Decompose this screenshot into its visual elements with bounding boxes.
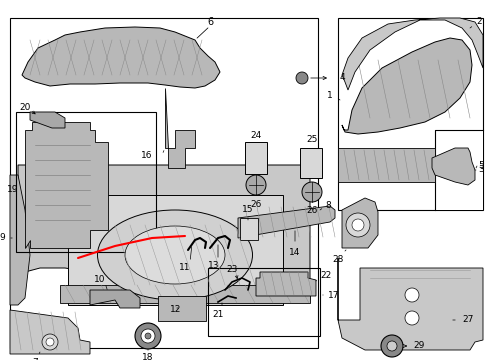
Text: 16: 16 <box>140 150 152 159</box>
Text: 17: 17 <box>327 291 339 300</box>
Text: 22: 22 <box>319 271 330 280</box>
Text: 20: 20 <box>19 104 31 112</box>
Text: 2: 2 <box>475 18 481 27</box>
Circle shape <box>295 72 307 84</box>
Text: 14: 14 <box>289 248 300 257</box>
Bar <box>244 142 266 174</box>
Text: 26: 26 <box>250 200 261 209</box>
Text: 28: 28 <box>332 255 343 264</box>
Text: 15: 15 <box>242 205 253 214</box>
Circle shape <box>141 329 155 343</box>
Bar <box>240 218 258 240</box>
Polygon shape <box>10 175 30 305</box>
Text: 26: 26 <box>305 206 317 215</box>
Circle shape <box>386 341 396 351</box>
Text: 12: 12 <box>170 306 181 315</box>
Circle shape <box>302 182 321 202</box>
Text: 24: 24 <box>250 131 261 140</box>
Text: 5: 5 <box>477 161 483 170</box>
Polygon shape <box>238 206 334 238</box>
Text: 29: 29 <box>412 342 424 351</box>
Text: 7: 7 <box>32 358 38 360</box>
Circle shape <box>404 311 418 325</box>
Circle shape <box>404 288 418 302</box>
Text: 19: 19 <box>6 185 18 194</box>
Ellipse shape <box>125 226 224 284</box>
Polygon shape <box>337 258 482 350</box>
Bar <box>158 296 205 321</box>
Circle shape <box>145 333 151 339</box>
Circle shape <box>42 334 58 350</box>
Bar <box>16 112 156 252</box>
Polygon shape <box>164 88 195 168</box>
Polygon shape <box>341 38 471 134</box>
Circle shape <box>245 175 265 195</box>
Polygon shape <box>256 272 315 296</box>
Ellipse shape <box>97 210 252 300</box>
Bar <box>68 195 283 305</box>
Circle shape <box>46 338 54 346</box>
Bar <box>10 18 317 348</box>
Text: 23: 23 <box>226 266 237 274</box>
Bar <box>434 130 482 210</box>
Polygon shape <box>18 165 309 300</box>
Text: 18: 18 <box>142 353 153 360</box>
Text: 27: 27 <box>461 315 472 324</box>
Polygon shape <box>337 148 434 182</box>
Polygon shape <box>22 27 220 88</box>
Text: 8: 8 <box>325 201 330 210</box>
Bar <box>337 18 482 210</box>
Circle shape <box>135 323 161 349</box>
Text: 11: 11 <box>179 264 190 273</box>
Text: 25: 25 <box>305 135 317 144</box>
Polygon shape <box>341 198 377 248</box>
Text: 3: 3 <box>477 166 483 175</box>
Text: 13: 13 <box>208 261 219 270</box>
Text: 1: 1 <box>326 90 332 99</box>
Bar <box>299 148 321 178</box>
Text: 6: 6 <box>206 17 213 27</box>
Circle shape <box>351 219 363 231</box>
Polygon shape <box>10 310 90 354</box>
Bar <box>60 285 309 303</box>
Bar <box>207 268 319 336</box>
Polygon shape <box>431 148 474 185</box>
Circle shape <box>346 213 369 237</box>
Text: 10: 10 <box>94 275 105 284</box>
Text: 21: 21 <box>212 310 223 319</box>
Text: 4: 4 <box>339 73 345 82</box>
Polygon shape <box>25 122 108 248</box>
Polygon shape <box>90 290 140 308</box>
Text: 9: 9 <box>0 234 5 243</box>
Polygon shape <box>30 112 65 128</box>
Polygon shape <box>341 18 482 90</box>
Circle shape <box>380 335 402 357</box>
